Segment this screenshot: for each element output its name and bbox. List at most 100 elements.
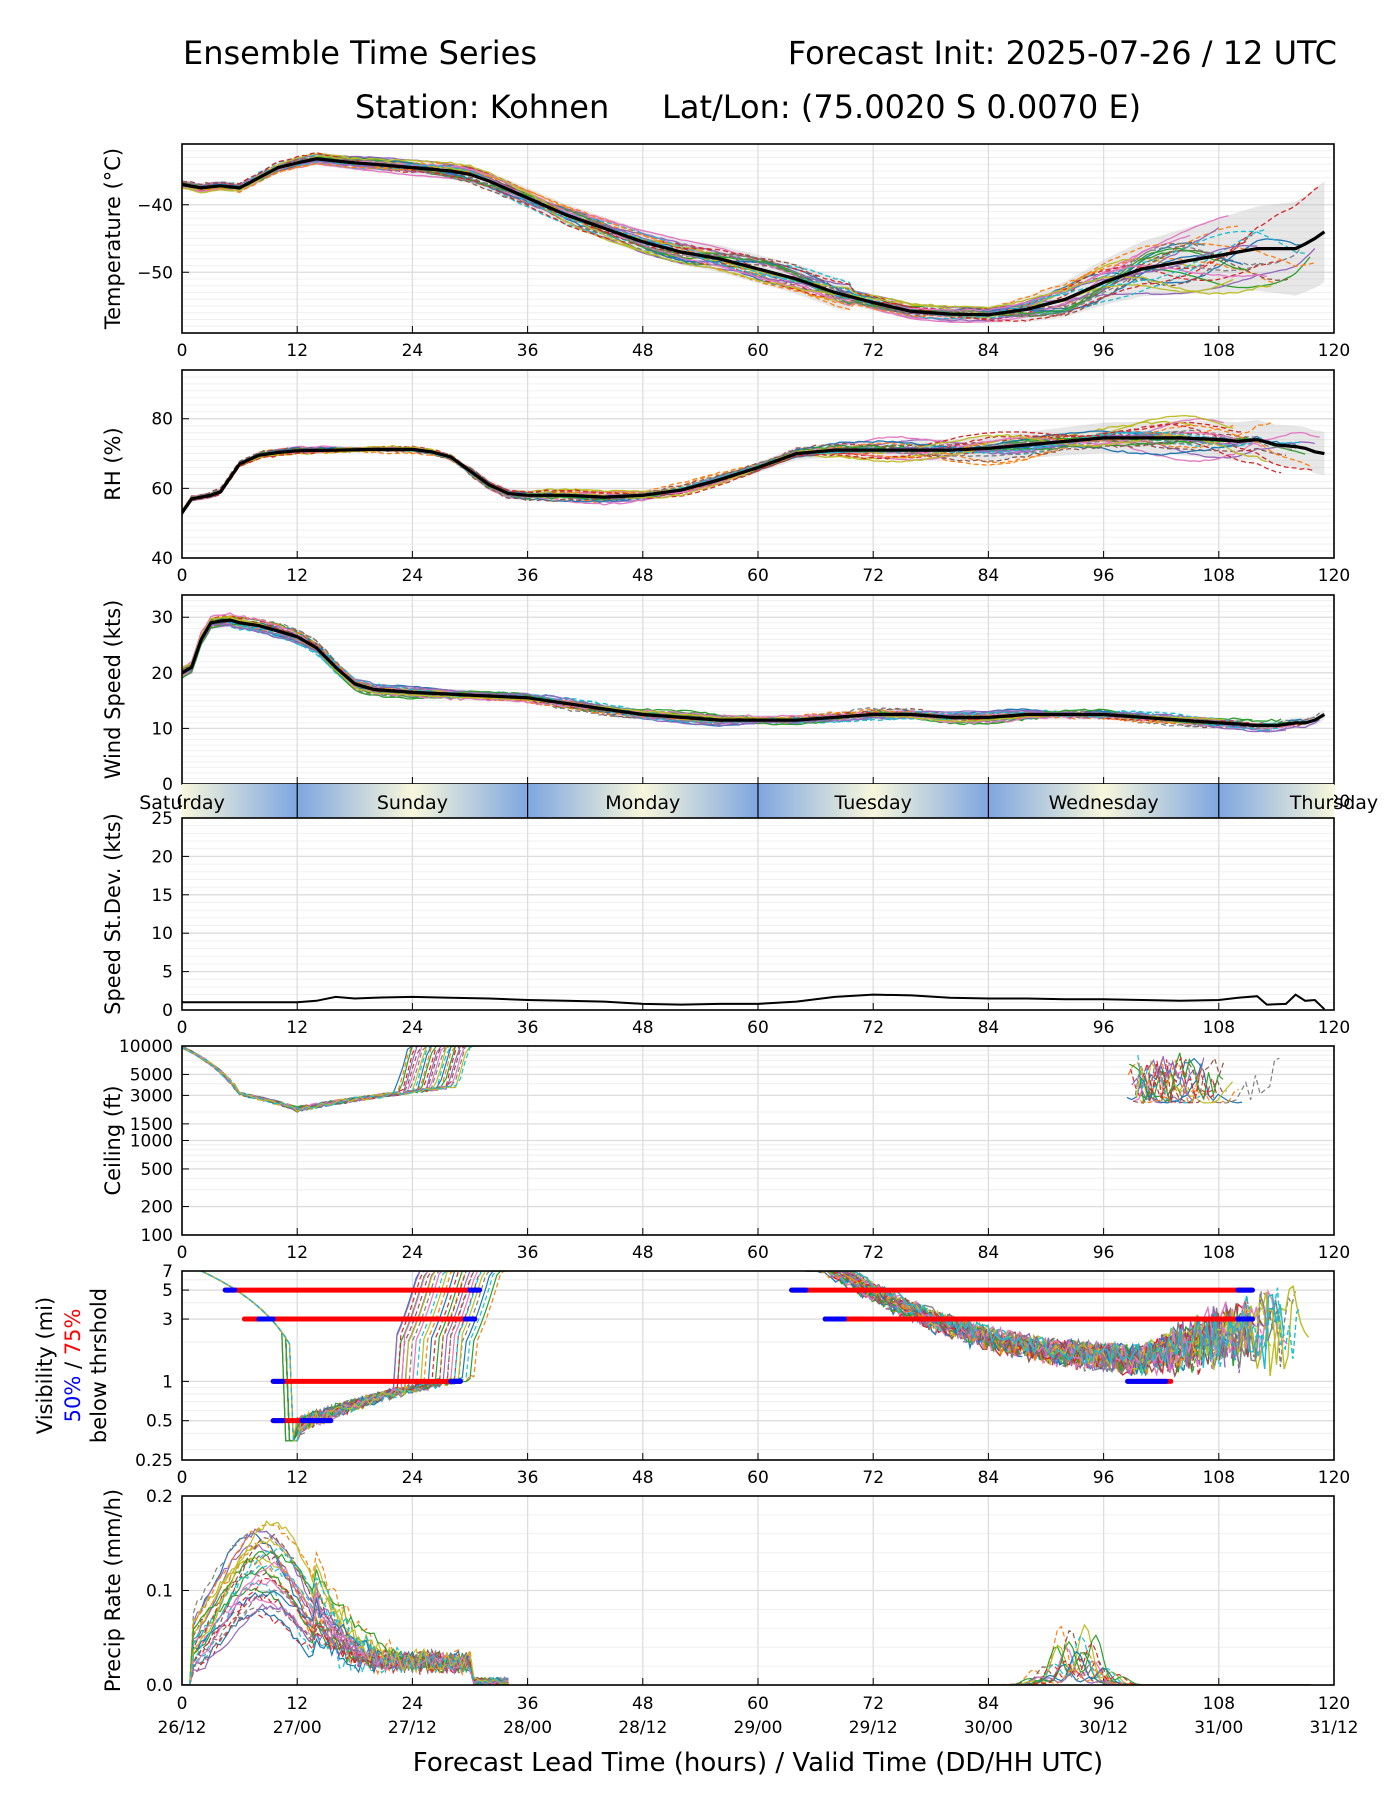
x-tick-label: 36 [517,1243,539,1263]
valid-time-label: 31/12 [1310,1718,1359,1738]
x-tick-label: 96 [1093,1694,1115,1714]
member-line [182,158,1267,312]
x-tick-label: 48 [632,1694,654,1714]
x-tick-label: 120 [1318,1243,1350,1263]
frame-rh [181,369,1335,559]
x-tick-label: 48 [632,1468,654,1488]
x-tick-label: 120 [1318,1468,1350,1488]
label-75: 75% [61,1309,85,1356]
x-tick-label: 12 [286,1468,308,1488]
member-line [182,155,1272,309]
members-temperature [182,151,1326,323]
member-line [200,1271,509,1442]
x-tick-label: 72 [862,1018,884,1038]
member-line [1129,1063,1183,1105]
y-tick-label: 40 [151,549,173,569]
x-axis-label: Forecast Lead Time (hours) / Valid Time … [413,1748,1103,1778]
visibility-members [200,1271,1310,1442]
y-tick-label: 500 [141,1160,173,1180]
members-wind-speed [182,612,1326,733]
member-line [200,1271,447,1442]
day-label: Sunday [377,792,448,814]
valid-time-label: 29/12 [849,1718,898,1738]
x-tick-label: 84 [978,1018,1000,1038]
x-tick-label: 48 [632,1243,654,1263]
y-tick-label: 15 [151,886,173,906]
x-tick-label: 60 [747,1694,769,1714]
y-axis-label: Wind Speed (kts) [101,600,125,780]
member-line [827,1271,1205,1374]
x-tick-label: 120 [1318,1018,1350,1038]
y-axis-label-sub: below thrshold [87,1288,111,1443]
day-label: Saturday [139,792,225,814]
x-tick-label: 72 [862,1694,884,1714]
member-line [200,1271,505,1442]
x-tick-label: 84 [978,341,1000,361]
x-tick-label: 72 [862,566,884,586]
frame-temperature [181,143,1335,334]
valid-time-label: 29/00 [734,1718,783,1738]
x-tick-label: 48 [632,341,654,361]
day-segment [988,784,1219,818]
y-tick-label: 3000 [130,1086,173,1106]
valid-time-label: 28/00 [503,1718,552,1738]
member-line [833,1271,1272,1372]
x-tick-label: 12 [286,566,308,586]
x-tick-label: 12 [286,1694,308,1714]
y-tick-label: 20 [151,664,173,684]
y-tick-label: 0.2 [146,1487,173,1507]
x-tick-label: 0 [177,1018,188,1038]
member-line [182,1533,509,1685]
member-line [182,1603,509,1685]
valid-time-label: 26/12 [158,1718,207,1738]
ensemble-mean-line [182,436,1325,514]
y-tick-label: 0.0 [146,1676,173,1696]
ceiling-members [182,1046,1280,1113]
precip-members [182,1520,1311,1685]
members-rh [182,414,1325,516]
x-tick-label: 120 [1318,341,1350,361]
frame-speed-stdev [181,817,1335,1011]
y-tick-label: 1500 [130,1115,173,1135]
x-tick-label: 0 [177,341,188,361]
grid-speed-stdev [181,817,1335,1011]
x-tick-label: 120 [1318,566,1350,586]
y-tick-label: 5000 [130,1065,173,1085]
member-line [1138,1063,1202,1104]
y-tick-label: 3 [162,1310,173,1330]
x-tick-label: 12 [286,1243,308,1263]
y-tick-label: −40 [137,196,173,216]
member-line [969,1642,1311,1685]
x-tick-label: 60 [747,1018,769,1038]
member-line [969,1634,1311,1685]
x-tick-label: 96 [1093,566,1115,586]
y-tick-label: 5 [162,1281,173,1301]
y-axis-label: RH (%) [101,427,125,500]
x-tick-label: 96 [1093,1468,1115,1488]
member-line [834,1271,1285,1377]
member-line [182,615,1311,728]
x-tick-label: 60 [747,1243,769,1263]
y-axis-label: Visibility (mi) [33,1297,57,1434]
frame-precip-rate [181,1495,1335,1686]
y-tick-label: 0.1 [146,1582,173,1602]
valid-time-label: 30/00 [964,1718,1013,1738]
x-tick-label: 0 [177,1243,188,1263]
member-line [182,1046,485,1113]
member-line [182,1046,427,1113]
label-sep: / [61,1355,85,1375]
member-line [182,160,1258,317]
day-label: Monday [605,792,680,814]
label-50: 50% [61,1376,85,1423]
x-tick-label: 24 [402,1694,424,1714]
ensemble-mean-line [182,618,1326,728]
x-tick-label: 108 [1203,1468,1235,1488]
y-tick-label: 10 [151,924,173,944]
member-line [969,1658,1311,1685]
x-tick-label: 96 [1093,341,1115,361]
x-tick-label: 12 [286,1018,308,1038]
panel-wind-speed: 010203001224364860728496108120 [151,594,1350,812]
y-axis-label: Ceiling (ft) [101,1085,125,1195]
member-line [200,1271,478,1442]
